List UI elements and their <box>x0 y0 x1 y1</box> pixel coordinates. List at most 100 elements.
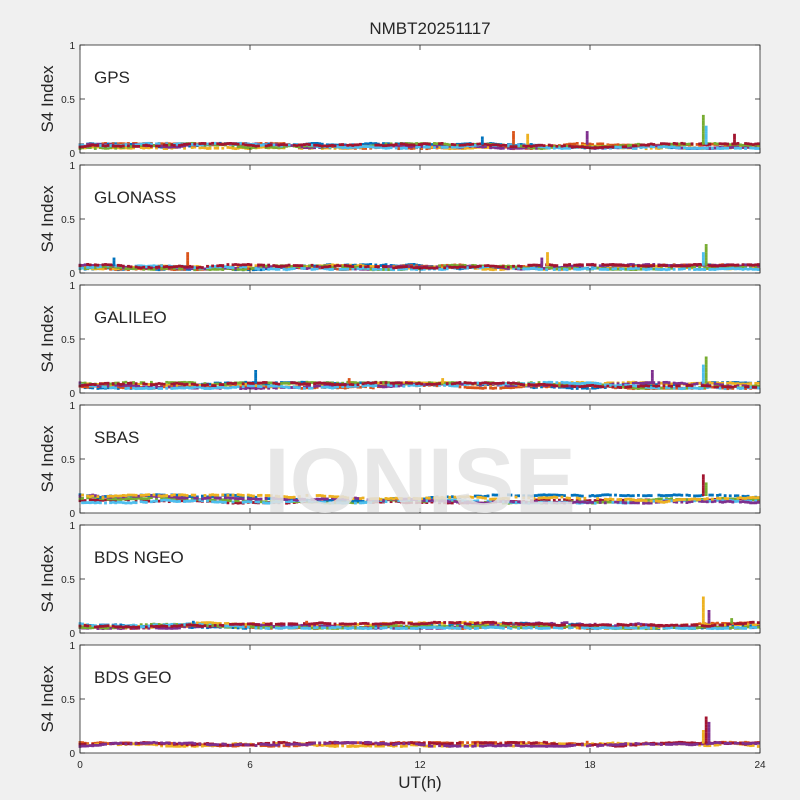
data-point <box>422 266 426 269</box>
data-point <box>550 266 554 270</box>
data-point <box>723 494 727 498</box>
data-point <box>512 145 515 149</box>
axes-background <box>80 285 760 393</box>
data-point <box>364 147 367 150</box>
data-point <box>667 142 671 146</box>
data-point <box>634 268 638 271</box>
data-point <box>688 386 691 390</box>
data-point <box>700 384 704 388</box>
data-point <box>218 265 222 269</box>
data-point <box>450 143 454 146</box>
data-point <box>450 384 454 388</box>
data-point <box>491 145 495 149</box>
data-point <box>514 265 518 269</box>
data-point <box>580 381 584 385</box>
data-point <box>433 146 436 150</box>
y-tick-label: 0 <box>69 269 75 280</box>
data-point <box>545 146 549 149</box>
data-point <box>524 144 528 148</box>
data-point <box>563 146 566 150</box>
data-point <box>405 146 408 150</box>
data-point <box>499 265 503 269</box>
data-point <box>290 381 294 385</box>
data-point <box>252 386 255 390</box>
data-point <box>180 267 184 270</box>
data-point <box>213 141 217 145</box>
data-point <box>167 143 171 147</box>
data-point <box>644 145 648 149</box>
data-point <box>588 146 592 150</box>
data-point <box>178 145 181 149</box>
data-point <box>425 145 429 149</box>
data-point <box>354 145 357 149</box>
data-point <box>162 267 166 271</box>
data-point <box>736 263 740 267</box>
data-point <box>601 498 605 502</box>
data-point <box>83 383 87 387</box>
data-point <box>741 263 745 267</box>
data-point <box>573 263 577 267</box>
data-point <box>751 143 755 146</box>
data-point <box>703 146 707 150</box>
axes-background <box>80 45 760 153</box>
data-point <box>259 145 263 149</box>
data-point <box>277 143 281 147</box>
data-point <box>624 267 628 271</box>
data-point <box>157 144 161 148</box>
data-point <box>588 142 592 146</box>
data-point <box>639 267 643 271</box>
data-point <box>583 266 587 270</box>
data-point <box>639 384 643 388</box>
data-point <box>726 142 730 146</box>
data-point <box>614 145 617 149</box>
data-point <box>157 387 161 390</box>
spike-point <box>254 372 258 376</box>
data-point <box>726 146 730 150</box>
data-point <box>688 264 691 268</box>
data-point <box>698 142 702 146</box>
data-point <box>262 145 265 149</box>
data-point <box>484 145 487 149</box>
spike-point <box>701 370 705 373</box>
data-point <box>547 383 551 387</box>
data-point <box>354 384 357 388</box>
data-point <box>728 385 732 389</box>
data-point <box>677 264 681 268</box>
data-point <box>744 143 747 147</box>
data-point <box>198 146 202 150</box>
data-point <box>591 494 594 497</box>
spike-point <box>701 254 705 258</box>
data-point <box>313 385 316 388</box>
data-point <box>188 384 192 388</box>
data-point <box>331 384 334 388</box>
data-point <box>716 383 719 386</box>
data-point <box>606 268 610 271</box>
spike-point <box>650 375 654 379</box>
data-point <box>190 386 194 390</box>
data-point <box>359 142 362 146</box>
data-point <box>157 142 161 146</box>
spike-point <box>512 136 515 140</box>
data-point <box>183 144 186 148</box>
data-point <box>565 146 569 150</box>
data-point <box>223 383 227 387</box>
data-point <box>529 383 533 387</box>
data-point <box>450 495 454 499</box>
data-point <box>501 267 505 271</box>
data-point <box>257 267 260 271</box>
data-point <box>241 145 245 149</box>
data-point <box>376 145 380 149</box>
data-point <box>287 382 291 385</box>
data-point <box>756 147 760 150</box>
data-point <box>631 147 635 150</box>
data-point <box>634 266 638 270</box>
y-tick-label: 0 <box>69 149 75 160</box>
spike-point <box>480 139 484 142</box>
data-point <box>384 381 388 385</box>
data-point <box>91 501 95 504</box>
data-point <box>379 267 383 271</box>
data-point <box>231 146 235 150</box>
data-point <box>99 265 102 269</box>
data-point <box>185 142 189 146</box>
